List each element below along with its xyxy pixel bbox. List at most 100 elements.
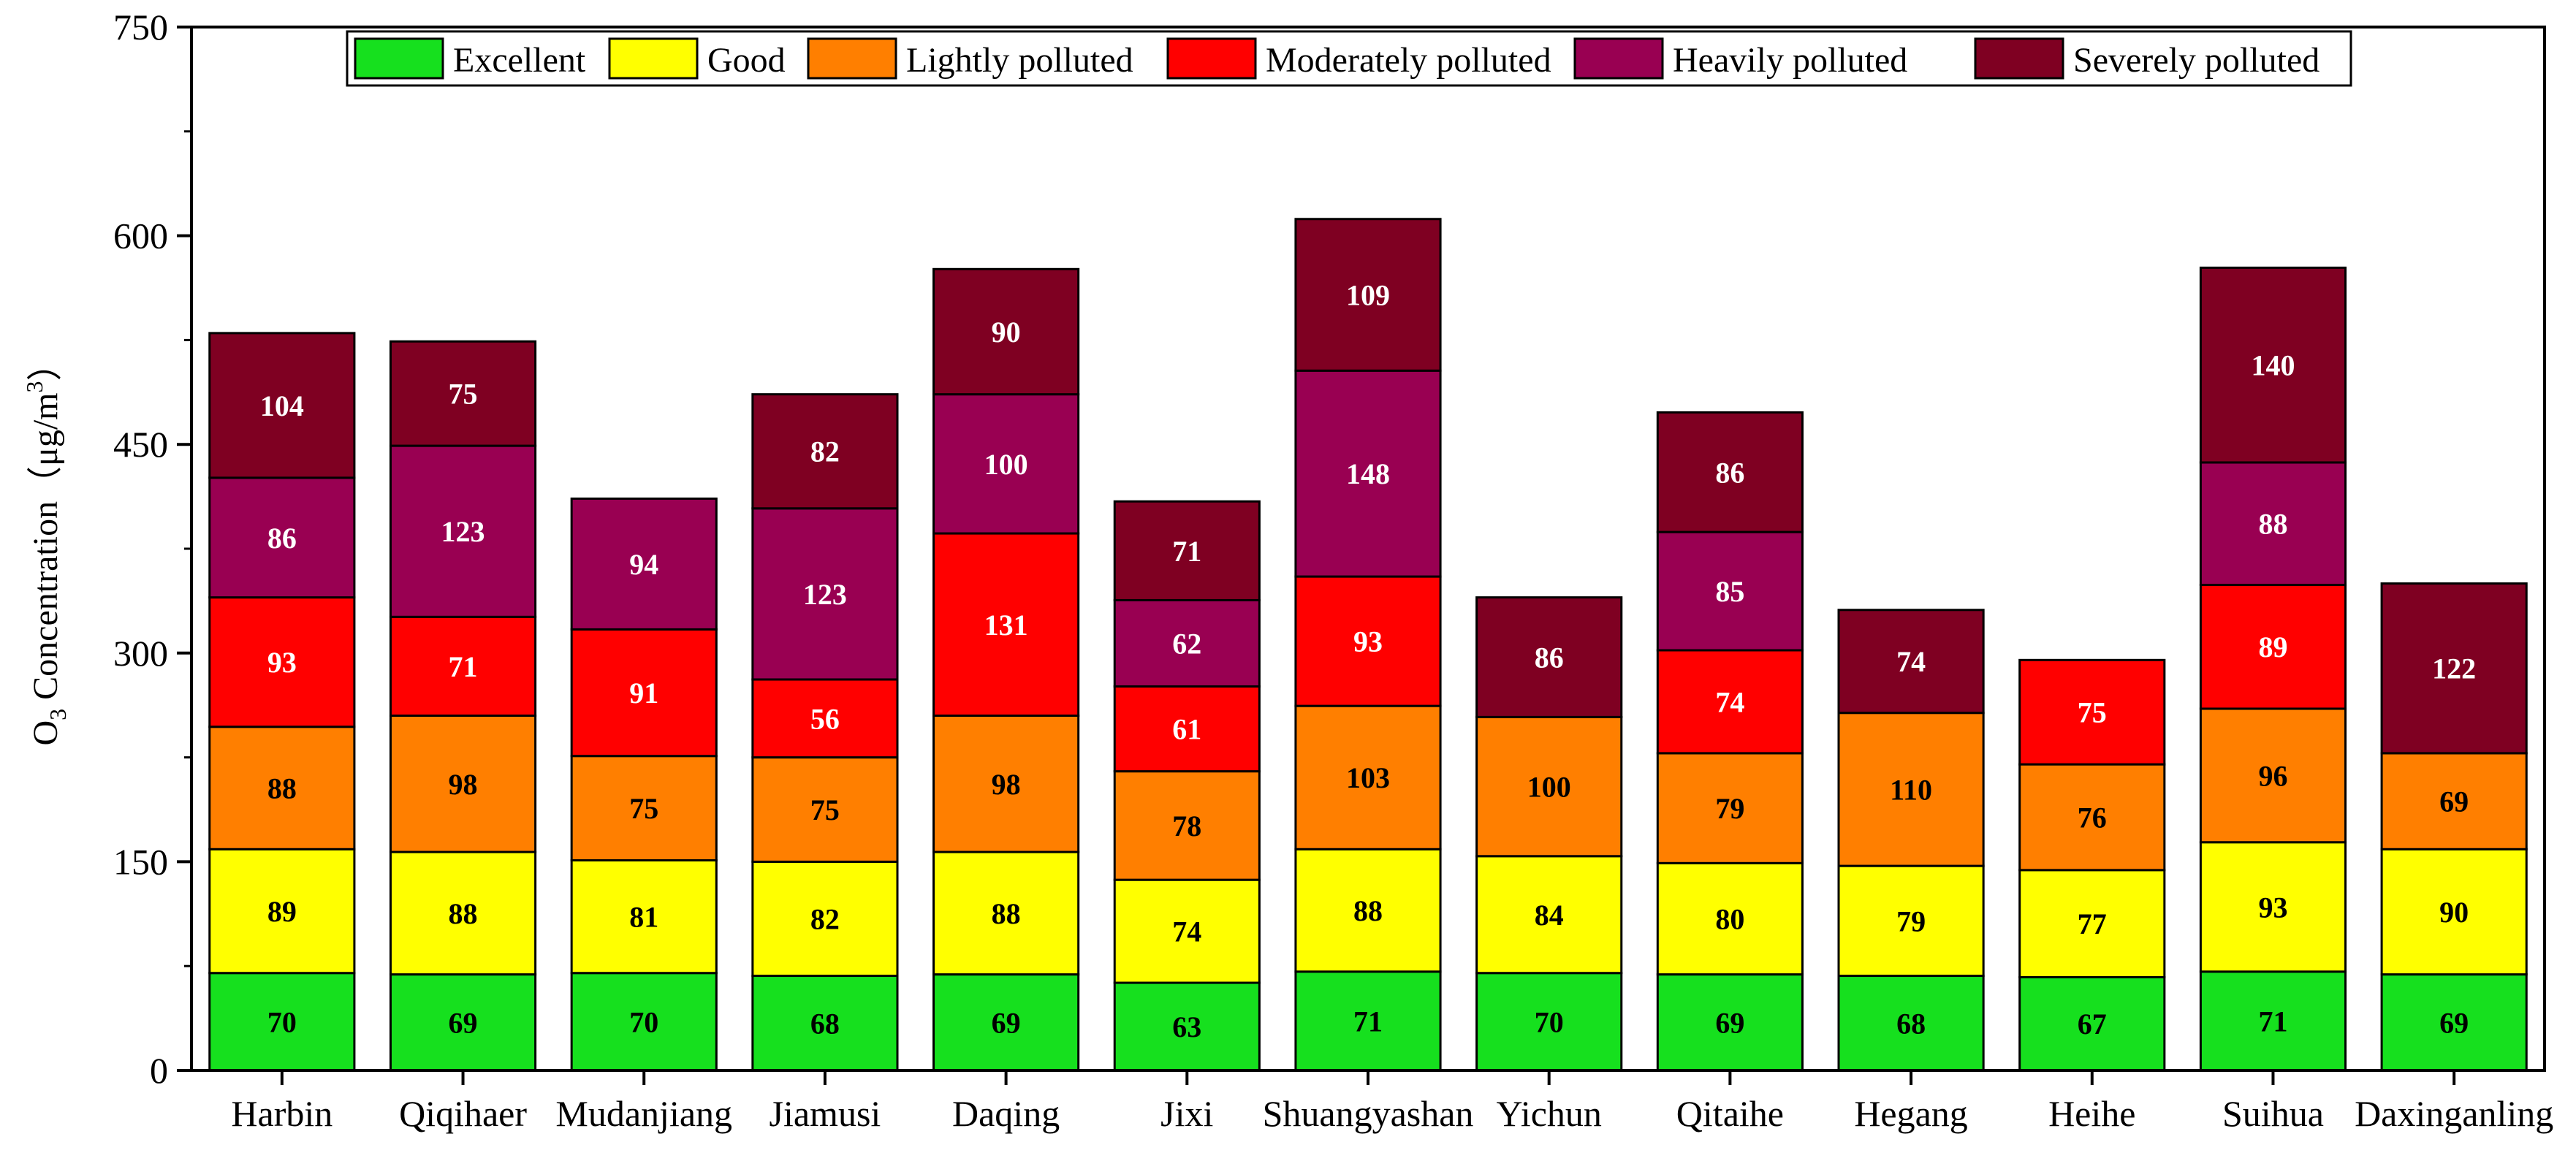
data-label-hegang-severely-polluted: 74 xyxy=(1896,645,1926,678)
data-label-suihua-moderately-polluted: 89 xyxy=(2258,631,2287,663)
data-label-qitaihe-severely-polluted: 86 xyxy=(1715,456,1744,489)
data-label-jixi-severely-polluted: 71 xyxy=(1172,535,1201,568)
data-label-suihua-good: 93 xyxy=(2258,891,2287,924)
bar-harbin-heavily-polluted xyxy=(208,476,356,599)
data-label-mudanjiang-heavily-polluted: 94 xyxy=(629,548,658,581)
bar-yichun-severely-polluted xyxy=(1475,596,1623,718)
x-tick-label-harbin: Harbin xyxy=(231,1093,333,1134)
bar-daqing-lightly-polluted xyxy=(932,714,1080,853)
bar-jiamusi-lightly-polluted xyxy=(751,756,899,863)
x-tick-label-jiamusi: Jiamusi xyxy=(770,1093,881,1134)
x-tick-label-heihe: Heihe xyxy=(2048,1093,2135,1134)
bar-qitaihe-good xyxy=(1656,861,1804,976)
data-label-shuangyashan-severely-polluted: 109 xyxy=(1346,279,1390,312)
bar-qiqihaer-heavily-polluted xyxy=(389,444,537,618)
data-label-qitaihe-good: 80 xyxy=(1715,902,1744,935)
data-label-daxinganling-good: 90 xyxy=(2439,896,2469,929)
y-axis-title-text: Concentration（μg/m xyxy=(26,393,65,709)
bar-suihua-moderately-polluted xyxy=(2199,584,2347,710)
data-label-daqing-good: 88 xyxy=(992,897,1021,930)
y-tick-label: 300 xyxy=(113,633,168,674)
legend-label-lightly-polluted: Lightly polluted xyxy=(906,41,1133,80)
data-label-jixi-excellent: 63 xyxy=(1172,1010,1201,1043)
data-label-yichun-lightly-polluted: 100 xyxy=(1527,771,1571,804)
axes-layer: 0 150 300 450 600 750 Harbin Qiqihaer Mudanjiang… xyxy=(113,7,2553,1134)
bar-hegang-good xyxy=(1837,864,1985,978)
data-label-jiamusi-lightly-polluted: 75 xyxy=(810,793,840,826)
bar-jiamusi-severely-polluted xyxy=(751,393,899,510)
bar-suihua-severely-polluted xyxy=(2199,266,2347,464)
legend-swatch-excellent xyxy=(354,37,444,80)
data-label-harbin-good: 89 xyxy=(267,895,297,928)
bar-yichun-lightly-polluted xyxy=(1475,715,1623,858)
y-axis-title-subscript: 3 xyxy=(45,709,71,720)
data-label-jiamusi-heavily-polluted: 123 xyxy=(803,578,847,611)
data-label-jixi-good: 74 xyxy=(1172,916,1201,948)
bar-suihua-lightly-polluted xyxy=(2199,707,2347,844)
bar-qiqihaer-good xyxy=(389,850,537,976)
data-label-yichun-excellent: 70 xyxy=(1535,1005,1564,1038)
y-tick-label: 150 xyxy=(113,841,168,882)
y-axis-title-prefix: O xyxy=(26,720,65,746)
data-label-jixi-heavily-polluted: 62 xyxy=(1172,627,1201,660)
data-label-daqing-severely-polluted: 90 xyxy=(992,316,1021,349)
bar-yichun-excellent xyxy=(1475,972,1623,1072)
data-label-mudanjiang-moderately-polluted: 91 xyxy=(629,677,658,709)
bar-harbin-good xyxy=(208,848,356,975)
data-label-heihe-moderately-polluted: 75 xyxy=(2078,696,2107,729)
data-label-heihe-excellent: 67 xyxy=(2078,1008,2107,1040)
bar-qiqihaer-severely-polluted xyxy=(389,340,537,447)
data-label-qitaihe-lightly-polluted: 79 xyxy=(1715,792,1744,825)
data-labels-layer: 70 89 88 93 86 104 69 88 98 71 123 75 70 81 75 91 94 68 82… xyxy=(260,279,2476,1044)
x-tick-label-jixi: Jixi xyxy=(1160,1093,1213,1134)
data-label-heihe-good: 77 xyxy=(2078,907,2107,940)
legend-label-moderately-polluted: Moderately polluted xyxy=(1266,41,1551,80)
data-label-jiamusi-excellent: 68 xyxy=(810,1007,840,1040)
bar-shuangyashan-lightly-polluted xyxy=(1294,704,1442,850)
bar-harbin-excellent xyxy=(208,972,356,1072)
bar-hegang-excellent xyxy=(1837,975,1985,1072)
data-label-jiamusi-moderately-polluted: 56 xyxy=(810,702,840,735)
legend-swatch-good xyxy=(608,37,699,80)
data-label-daxinganling-severely-polluted: 122 xyxy=(2432,652,2476,685)
bar-qiqihaer-lightly-polluted xyxy=(389,714,537,853)
data-label-suihua-lightly-polluted: 96 xyxy=(2258,759,2287,792)
legend-swatch-severely-polluted xyxy=(1974,37,2064,80)
data-label-hegang-good: 79 xyxy=(1896,905,1926,937)
bar-mudanjiang-moderately-polluted xyxy=(570,628,718,758)
bar-jixi-lightly-polluted xyxy=(1113,770,1261,881)
data-label-qiqihaer-excellent: 69 xyxy=(449,1006,478,1039)
bar-suihua-heavily-polluted xyxy=(2199,461,2347,587)
data-label-jixi-moderately-polluted: 61 xyxy=(1172,713,1201,746)
data-label-hegang-excellent: 68 xyxy=(1896,1007,1926,1040)
x-tick-label-mudanjiang: Mudanjiang xyxy=(555,1093,732,1134)
bars-layer xyxy=(208,218,2528,1072)
data-label-heihe-lightly-polluted: 76 xyxy=(2078,801,2107,834)
x-tick-label-qitaihe: Qitaihe xyxy=(1676,1093,1784,1134)
bar-daqing-excellent xyxy=(932,973,1080,1072)
data-label-suihua-heavily-polluted: 88 xyxy=(2258,508,2287,541)
bar-shuangyashan-severely-polluted xyxy=(1294,218,1442,372)
y-axis-title-suffix: ） xyxy=(26,346,65,381)
bar-hegang-lightly-polluted xyxy=(1837,712,1985,867)
x-tick-label-daxinganling: Daxinganling xyxy=(2355,1093,2553,1134)
data-label-hegang-lightly-polluted: 110 xyxy=(1890,773,1932,806)
bar-daxinganling-lightly-polluted xyxy=(2380,752,2528,850)
data-label-qiqihaer-heavily-polluted: 123 xyxy=(441,515,485,548)
data-label-daxinganling-excellent: 69 xyxy=(2439,1006,2469,1039)
data-label-harbin-severely-polluted: 104 xyxy=(260,389,304,422)
data-label-jiamusi-good: 82 xyxy=(810,902,840,935)
data-label-mudanjiang-good: 81 xyxy=(629,901,658,934)
bar-jixi-excellent xyxy=(1113,981,1261,1072)
data-label-mudanjiang-lightly-polluted: 75 xyxy=(629,792,658,825)
data-label-harbin-moderately-polluted: 93 xyxy=(267,646,297,679)
data-label-harbin-lightly-polluted: 88 xyxy=(267,772,297,804)
bar-daqing-severely-polluted xyxy=(932,267,1080,396)
x-tick-label-yichun: Yichun xyxy=(1496,1093,1601,1134)
data-label-yichun-severely-polluted: 86 xyxy=(1535,642,1564,674)
data-label-shuangyashan-excellent: 71 xyxy=(1353,1005,1383,1038)
data-label-harbin-excellent: 70 xyxy=(267,1005,297,1038)
bar-harbin-severely-polluted xyxy=(208,332,356,479)
